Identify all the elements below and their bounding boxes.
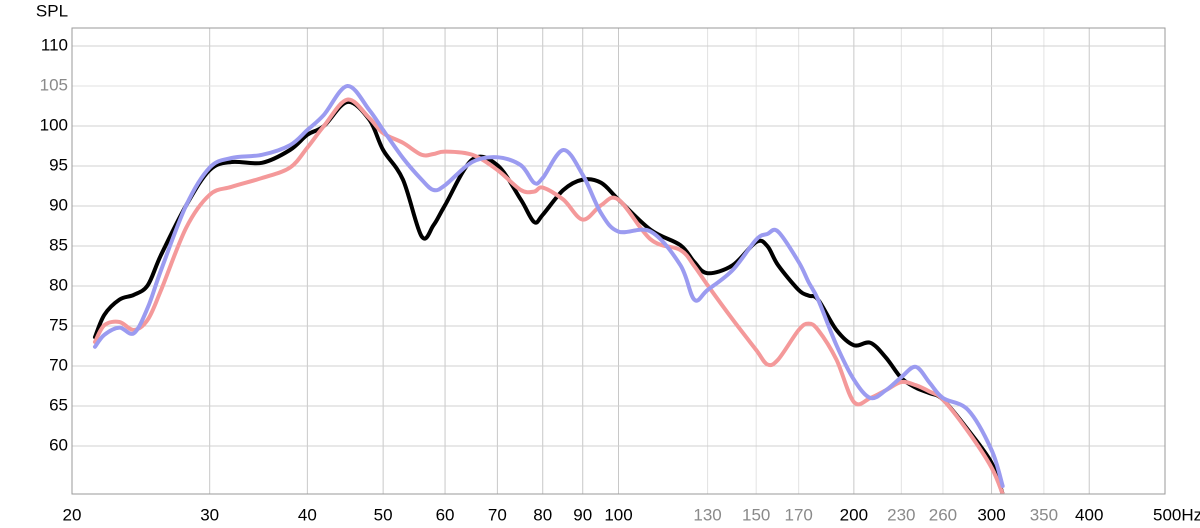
x-tick-label: 350: [1030, 505, 1058, 524]
x-tick-label: 90: [573, 505, 592, 524]
y-tick-label: 60: [49, 435, 68, 454]
y-axis-label: SPL: [36, 1, 68, 20]
x-tick-label: 60: [436, 505, 455, 524]
plot-frame: [71, 27, 1166, 495]
x-tick-label: 40: [298, 505, 317, 524]
x-tick-label: 100: [604, 505, 632, 524]
y-tick-label: 75: [49, 315, 68, 334]
x-tick-label: 30: [200, 505, 219, 524]
y-tick-label: 105: [40, 75, 68, 94]
y-tick-label: 90: [49, 195, 68, 214]
plot-lines: [92, 84, 1005, 494]
y-tick-label: 85: [49, 235, 68, 254]
series-line: [92, 97, 1005, 494]
x-tick-label: 400: [1075, 505, 1103, 524]
y-tick-label: 95: [49, 155, 68, 174]
x-tick-label: 70: [488, 505, 507, 524]
x-tick-label: 150: [742, 505, 770, 524]
x-tick-label: 130: [693, 505, 721, 524]
tick-labels: 20 30 40 50 60 70 80 90 100 200 300 400 500Hz 130 150 1…: [40, 35, 1200, 524]
x-tick-label: 200: [840, 505, 868, 524]
x-tick-label: 300: [977, 505, 1005, 524]
x-tick-label: 50: [374, 505, 393, 524]
x-tick-label: 20: [63, 505, 82, 524]
x-tick-label: 260: [929, 505, 957, 524]
x-tick-label: 500Hz: [1153, 505, 1200, 524]
x-tick-label: 230: [887, 505, 915, 524]
y-tick-label: 110: [41, 35, 68, 54]
x-tick-label: 80: [533, 505, 552, 524]
x-tick-label: 170: [784, 505, 812, 524]
y-tick-label: 65: [49, 395, 68, 414]
y-tick-label: 70: [49, 355, 68, 374]
y-tick-label: 100: [40, 115, 68, 134]
y-tick-label: 80: [49, 275, 68, 294]
series-line: [92, 99, 1005, 494]
series-line: [92, 84, 1005, 488]
